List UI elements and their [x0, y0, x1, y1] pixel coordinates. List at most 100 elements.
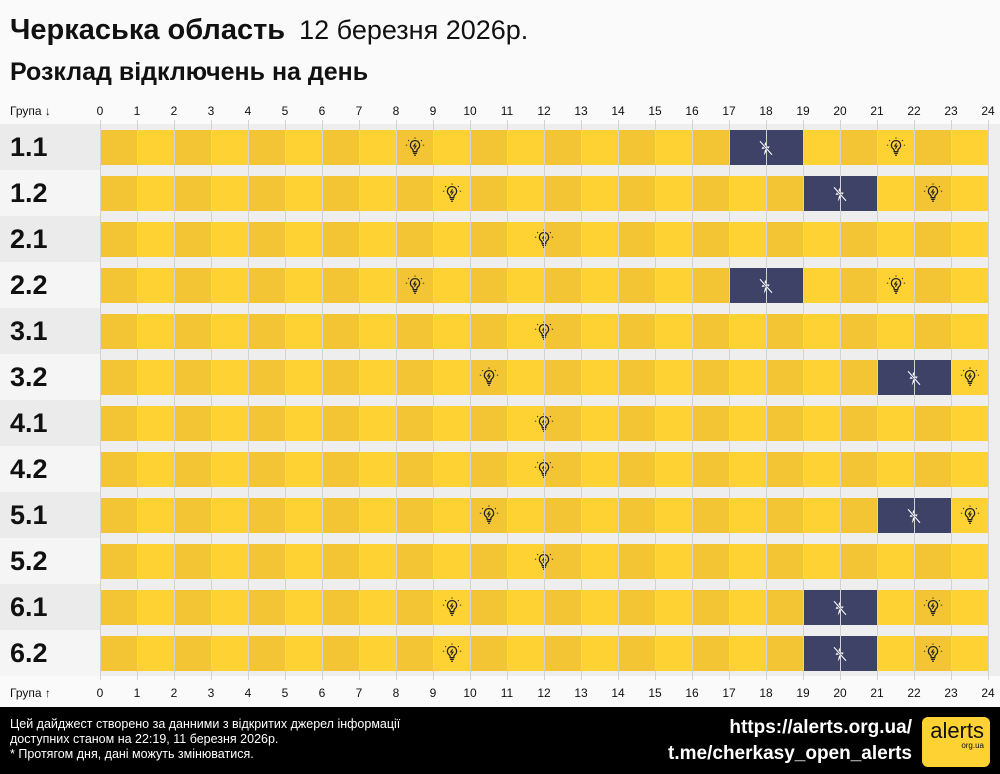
power-on-hour: [248, 498, 285, 533]
hour-tick: 19: [796, 104, 810, 118]
power-on-hour: [433, 314, 470, 349]
site-link[interactable]: https://alerts.org.ua/: [729, 717, 912, 738]
power-on-hour: [766, 636, 803, 671]
power-on-hour: [914, 222, 951, 257]
power-on-hour: [618, 590, 655, 625]
power-on-hour: [137, 636, 174, 671]
power-on-hour: [248, 544, 285, 579]
power-on-hour: [766, 452, 803, 487]
power-on-hour: [137, 130, 174, 165]
hour-gridline: [951, 120, 952, 680]
power-on-hour: [322, 360, 359, 395]
lightbulb-icon: [922, 182, 944, 204]
hour-tick: 13: [574, 104, 588, 118]
power-on-hour: [174, 544, 211, 579]
power-on-hour: [877, 452, 914, 487]
power-on-hour: [248, 268, 285, 303]
power-on-hour: [248, 130, 285, 165]
power-on-hour: [359, 176, 396, 211]
power-on-hour: [655, 176, 692, 211]
power-on-hour: [877, 544, 914, 579]
power-on-hour: [544, 360, 581, 395]
power-on-hour: [877, 222, 914, 257]
power-on-hour: [766, 498, 803, 533]
power-on-hour: [618, 130, 655, 165]
power-on-hour: [211, 636, 248, 671]
hour-tick: 24: [981, 104, 995, 118]
power-on-hour: [544, 314, 581, 349]
power-on-hour: [581, 360, 618, 395]
hour-gridline: [322, 120, 323, 680]
power-on-hour: [729, 176, 766, 211]
power-on-hour: [100, 314, 137, 349]
power-on-hour: [729, 636, 766, 671]
power-on-hour: [359, 590, 396, 625]
hour-tick: 6: [318, 686, 326, 700]
power-on-hour: [877, 176, 914, 211]
power-on-hour: [396, 360, 433, 395]
power-on-hour: [655, 268, 692, 303]
hour-gridline: [433, 120, 434, 680]
power-on-hour: [951, 544, 988, 579]
hour-gridline: [359, 120, 360, 680]
power-on-hour: [396, 314, 433, 349]
power-on-hour: [322, 636, 359, 671]
power-on-hour: [322, 314, 359, 349]
group-label: 2.1: [0, 216, 100, 262]
hour-gridline: [581, 120, 582, 680]
power-on-hour: [470, 544, 507, 579]
power-on-hour: [840, 406, 877, 441]
power-on-hour: [100, 268, 137, 303]
power-on-hour: [100, 590, 137, 625]
power-on-hour: [470, 590, 507, 625]
power-on-hour: [322, 130, 359, 165]
lightbulb-icon: [441, 642, 463, 664]
power-on-hour: [433, 268, 470, 303]
power-on-hour: [692, 314, 729, 349]
power-on-hour: [470, 130, 507, 165]
power-on-hour: [655, 360, 692, 395]
power-on-hour: [100, 636, 137, 671]
power-on-hour: [544, 130, 581, 165]
group-row: 1.2: [0, 170, 1000, 216]
power-on-hour: [174, 452, 211, 487]
power-on-hour: [507, 314, 544, 349]
power-on-hour: [840, 544, 877, 579]
power-on-hour: [137, 222, 174, 257]
lightbulb-icon: [959, 504, 981, 526]
hour-tick: 5: [281, 104, 289, 118]
power-on-hour: [914, 268, 951, 303]
power-on-hour: [174, 130, 211, 165]
power-on-hour: [803, 222, 840, 257]
hour-tick: 6: [318, 104, 326, 118]
power-on-hour: [470, 636, 507, 671]
group-row: 3.1: [0, 308, 1000, 354]
hour-tick: 15: [648, 104, 662, 118]
hour-tick: 3: [207, 104, 215, 118]
power-on-hour: [914, 130, 951, 165]
group-label: 5.2: [0, 538, 100, 584]
power-on-hour: [618, 176, 655, 211]
power-on-hour: [137, 406, 174, 441]
footer: Цей дайджест створено за данними з відкр…: [0, 707, 1000, 774]
power-on-hour: [507, 406, 544, 441]
power-on-hour: [137, 452, 174, 487]
power-on-hour: [248, 360, 285, 395]
power-on-hour: [433, 452, 470, 487]
hour-tick: 15: [648, 686, 662, 700]
power-on-hour: [285, 360, 322, 395]
group-label: 3.2: [0, 354, 100, 400]
power-on-hour: [137, 544, 174, 579]
power-on-hour: [951, 130, 988, 165]
power-on-hour: [322, 406, 359, 441]
hour-tick: 18: [759, 686, 773, 700]
hour-tick: 12: [537, 104, 551, 118]
power-on-hour: [507, 222, 544, 257]
power-on-hour: [951, 314, 988, 349]
telegram-link[interactable]: t.me/cherkasy_open_alerts: [668, 743, 912, 764]
power-on-hour: [692, 130, 729, 165]
power-on-hour: [470, 314, 507, 349]
power-on-hour: [211, 590, 248, 625]
power-on-hour: [322, 222, 359, 257]
power-on-hour: [137, 590, 174, 625]
